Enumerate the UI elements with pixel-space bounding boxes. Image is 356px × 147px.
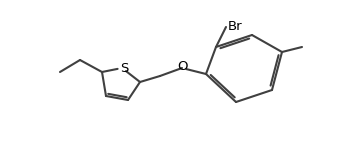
Text: S: S <box>120 62 128 76</box>
Text: Br: Br <box>228 20 243 32</box>
Text: O: O <box>177 61 187 74</box>
